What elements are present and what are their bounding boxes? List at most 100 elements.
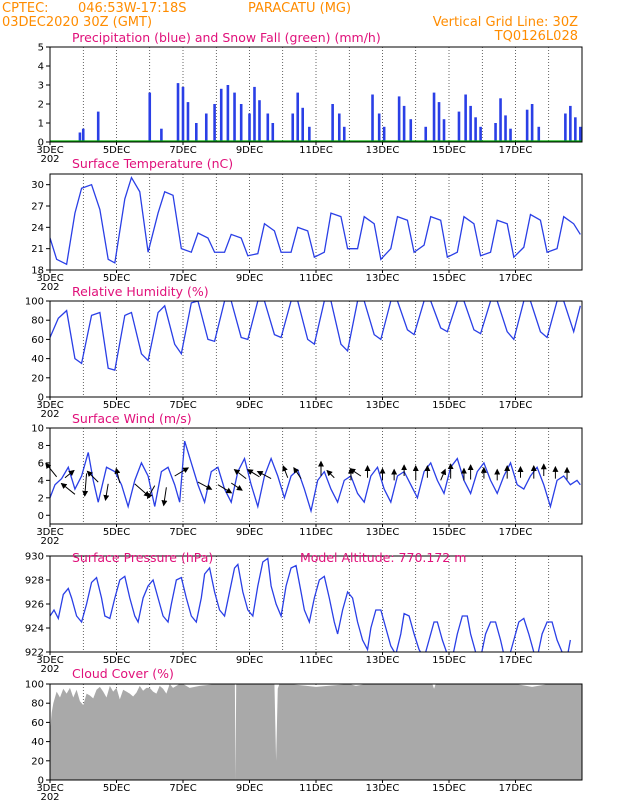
precip-bar bbox=[574, 117, 577, 142]
precip-bar bbox=[331, 104, 334, 142]
precip-xaxis-year: 202 bbox=[40, 154, 59, 165]
precip-title: Precipitation (blue) and Snow Fall (gree… bbox=[72, 30, 381, 45]
header-source: CPTEC: bbox=[2, 1, 49, 16]
precip-bar bbox=[204, 113, 208, 142]
wind-xtick-label: 3DEC bbox=[36, 527, 63, 538]
temperature-xaxis-year: 202 bbox=[40, 282, 59, 293]
precip-bar bbox=[266, 113, 270, 142]
cloud-cover-area bbox=[50, 684, 582, 780]
pressure-ytick-label: 922 bbox=[25, 648, 44, 659]
precip-bar bbox=[301, 107, 304, 142]
precip-bar bbox=[494, 123, 497, 142]
wind-ytick-label: 6 bbox=[38, 458, 44, 469]
precip-bar bbox=[239, 104, 243, 142]
precip-bar bbox=[382, 126, 386, 142]
precip-bar bbox=[474, 117, 477, 142]
cloud-ytick-label: 0 bbox=[38, 776, 44, 787]
cloud-ytick-label: 20 bbox=[31, 756, 44, 767]
pressure-xtick-label: 7DEC bbox=[169, 655, 196, 666]
wind-xtick-label: 17DEC bbox=[499, 527, 533, 538]
cloud-xtick-label: 7DEC bbox=[169, 783, 196, 794]
pressure-ytick-label: 930 bbox=[25, 552, 44, 563]
wind-ytick-label: 4 bbox=[38, 476, 44, 487]
precip-bar bbox=[253, 86, 256, 142]
precip-bar bbox=[469, 105, 472, 142]
humidity-xtick-label: 13DEC bbox=[366, 400, 400, 411]
humidity-xtick-label: 9DEC bbox=[236, 400, 263, 411]
humidity-xtick-label: 17DEC bbox=[499, 400, 533, 411]
precip-bar bbox=[457, 111, 461, 142]
wind-arrow bbox=[326, 469, 335, 479]
pressure-xtick-label: 5DEC bbox=[103, 655, 130, 666]
temperature-ytick-label: 21 bbox=[31, 244, 44, 255]
pressure-subtitle: Model Altitude: 770.172 m bbox=[300, 550, 466, 565]
wind-arrow bbox=[64, 469, 75, 479]
precip-bar bbox=[81, 128, 85, 142]
precip-xtick-label: 13DEC bbox=[366, 145, 400, 156]
precip-xtick-label: 11DEC bbox=[299, 145, 333, 156]
precip-bar bbox=[397, 96, 401, 142]
wind-arrow bbox=[45, 462, 58, 478]
precip-bar bbox=[176, 83, 180, 142]
precip-panel: 0 1 2 3 4 5 3DEC 5DEC 7DEC 9DEC 11DEC 13DEC 15DEC 17D… bbox=[36, 30, 583, 165]
temperature-xtick-label: 7DEC bbox=[169, 273, 196, 284]
wind-xtick-label: 5DEC bbox=[103, 527, 130, 538]
precip-ytick-label: 0 bbox=[38, 138, 44, 149]
cloud-xtick-label: 11DEC bbox=[299, 783, 333, 794]
precip-bar bbox=[564, 113, 567, 142]
pressure-xtick-label: 3DEC bbox=[36, 655, 63, 666]
humidity-ytick-label: 60 bbox=[31, 335, 44, 346]
precip-ytick-label: 1 bbox=[38, 119, 44, 130]
precip-bar bbox=[432, 92, 436, 142]
cloud-xtick-label: 13DEC bbox=[366, 783, 400, 794]
humidity-xtick-label: 5DEC bbox=[103, 400, 130, 411]
pressure-xaxis-year: 202 bbox=[40, 664, 59, 675]
pressure-title: Surface Pressure (hPa) bbox=[72, 550, 213, 565]
temperature-xtick-label: 11DEC bbox=[299, 273, 333, 284]
precip-bar bbox=[195, 123, 198, 142]
precip-bar bbox=[402, 105, 406, 142]
precip-bar bbox=[342, 126, 346, 142]
precip-bar bbox=[226, 85, 230, 142]
cloud-xtick-label: 15DEC bbox=[432, 783, 466, 794]
precip-bar bbox=[78, 132, 82, 142]
precip-bar bbox=[409, 119, 413, 142]
pressure-series-line bbox=[50, 557, 572, 652]
wind-xtick-label: 9DEC bbox=[236, 527, 263, 538]
precip-bar bbox=[291, 113, 295, 142]
wind-arrow bbox=[60, 482, 76, 495]
precip-bar bbox=[181, 86, 185, 142]
wind-xtick-label: 15DEC bbox=[432, 527, 466, 538]
precip-bar bbox=[337, 113, 341, 142]
temperature-xtick-label: 15DEC bbox=[432, 273, 466, 284]
precip-bar bbox=[525, 109, 529, 142]
precip-ytick-label: 3 bbox=[38, 81, 44, 92]
pressure-xtick-label: 9DEC bbox=[236, 655, 263, 666]
precip-bar bbox=[248, 113, 251, 142]
precip-bar bbox=[437, 102, 441, 142]
header-coords: 046:53W-17:18S bbox=[78, 1, 186, 16]
wind-arrow bbox=[86, 470, 99, 483]
precip-xtick-label: 17DEC bbox=[499, 145, 533, 156]
precip-bar bbox=[377, 113, 381, 142]
precip-bar bbox=[504, 115, 507, 142]
humidity-ytick-label: 40 bbox=[31, 354, 44, 365]
precip-xtick-label: 9DEC bbox=[236, 145, 263, 156]
wind-arrow bbox=[282, 465, 289, 478]
temperature-series-line bbox=[50, 175, 581, 266]
wind-arrow bbox=[233, 469, 247, 480]
precip-xtick-label: 5DEC bbox=[103, 145, 130, 156]
wind-arrow bbox=[82, 473, 89, 497]
wind-arrow bbox=[256, 470, 272, 480]
wind-xaxis-year: 202 bbox=[40, 536, 59, 547]
precip-bar bbox=[424, 126, 428, 142]
wind-arrow bbox=[174, 467, 190, 477]
precip-bar bbox=[371, 94, 374, 142]
pressure-ytick-label: 924 bbox=[25, 624, 44, 635]
wind-arrow bbox=[349, 468, 362, 477]
precip-bar bbox=[464, 94, 467, 142]
wind-xtick-label: 13DEC bbox=[366, 527, 400, 538]
cloud-xtick-label: 9DEC bbox=[236, 783, 263, 794]
precip-frame bbox=[49, 46, 583, 143]
